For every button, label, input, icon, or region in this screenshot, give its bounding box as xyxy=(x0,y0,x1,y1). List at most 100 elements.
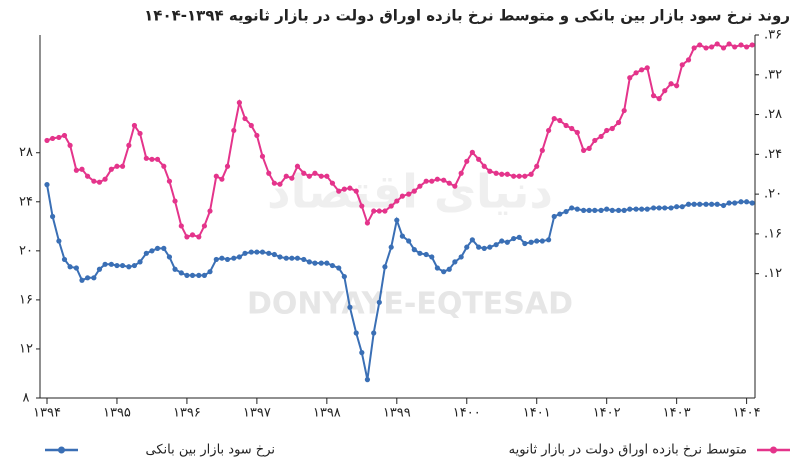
point xyxy=(224,256,231,263)
point xyxy=(738,42,744,48)
point xyxy=(248,249,254,255)
point xyxy=(224,163,231,169)
point xyxy=(318,260,324,266)
x-tick-label: ۱۴۰۰ xyxy=(453,406,481,421)
point xyxy=(639,67,645,73)
point xyxy=(429,178,435,184)
point xyxy=(528,171,534,177)
chart-title: روند نرخ سود بازار بین بانکی و متوسط نرخ… xyxy=(144,7,790,25)
point xyxy=(522,240,528,247)
point xyxy=(329,180,336,186)
point xyxy=(551,213,557,220)
point xyxy=(691,45,697,51)
point xyxy=(399,193,405,199)
point xyxy=(359,203,365,209)
point xyxy=(714,41,720,47)
point xyxy=(119,163,126,169)
point xyxy=(703,201,709,207)
point xyxy=(49,213,56,220)
point xyxy=(73,265,79,271)
point xyxy=(691,201,697,207)
point xyxy=(434,176,440,182)
point xyxy=(574,206,580,212)
point xyxy=(61,256,68,263)
point xyxy=(242,250,248,256)
point xyxy=(219,255,225,261)
point xyxy=(154,156,161,162)
point xyxy=(406,238,412,244)
point xyxy=(627,75,633,81)
x-tick-label: ۱۴۰۱ xyxy=(523,406,551,421)
point xyxy=(364,220,371,226)
point xyxy=(312,260,318,266)
point xyxy=(149,248,155,254)
point xyxy=(56,134,62,141)
y-tick-label: ۸ xyxy=(23,391,30,406)
x-tick-label: ۱۴۰۳ xyxy=(663,406,691,421)
legend-marker xyxy=(770,446,777,454)
y2-tick-label: .۳۲ xyxy=(764,67,782,82)
point xyxy=(609,207,615,213)
point xyxy=(67,142,73,148)
point xyxy=(324,173,330,179)
point xyxy=(441,177,447,183)
point xyxy=(720,45,727,51)
point xyxy=(336,188,342,194)
legend-label: متوسط نرخ بازده اوراق دولت در بازار ثانو… xyxy=(509,443,747,458)
point xyxy=(697,201,703,207)
y2-tick-label: .۱۲ xyxy=(764,266,782,281)
point xyxy=(615,207,622,213)
point xyxy=(656,205,662,211)
point xyxy=(574,129,580,136)
watermark-logo: دنیای اقتصاد xyxy=(267,165,553,219)
point xyxy=(294,163,301,169)
point xyxy=(341,186,347,192)
point xyxy=(534,163,540,169)
point xyxy=(108,261,114,267)
point xyxy=(114,163,120,169)
point xyxy=(388,203,394,209)
point xyxy=(744,44,750,50)
point xyxy=(96,179,103,185)
point xyxy=(353,188,359,194)
point xyxy=(446,180,452,186)
point xyxy=(126,264,132,270)
point xyxy=(697,42,703,48)
point xyxy=(67,264,73,270)
point xyxy=(289,175,295,181)
point xyxy=(347,304,353,310)
x-tick-label: ۱۳۹۸ xyxy=(313,406,341,421)
point xyxy=(411,188,417,194)
point xyxy=(347,185,353,191)
x-tick-label: ۱۴۰۴ xyxy=(733,406,761,421)
y2-tick-label: .۲۰ xyxy=(764,187,782,202)
point xyxy=(446,266,452,272)
point xyxy=(172,198,178,204)
point xyxy=(476,156,482,162)
point xyxy=(154,245,161,251)
y-tick-label: ۲۴ xyxy=(19,194,33,209)
point xyxy=(96,266,103,272)
point xyxy=(423,178,429,184)
point xyxy=(376,208,382,214)
point xyxy=(376,299,382,305)
point xyxy=(119,262,126,269)
point xyxy=(563,208,569,215)
point xyxy=(644,65,650,71)
point xyxy=(481,245,487,251)
point xyxy=(61,132,68,139)
point xyxy=(271,180,277,186)
point xyxy=(411,247,417,253)
point xyxy=(114,262,120,269)
point xyxy=(266,250,272,256)
watermark: DONYAYE-EQTESAD xyxy=(247,287,573,322)
point xyxy=(714,201,720,207)
point xyxy=(738,199,744,205)
point xyxy=(329,262,336,269)
point xyxy=(469,237,475,243)
point xyxy=(662,205,668,211)
legend-label: نرخ سود بازار بین بانکی xyxy=(145,443,275,458)
point xyxy=(79,166,85,172)
point xyxy=(166,254,173,260)
